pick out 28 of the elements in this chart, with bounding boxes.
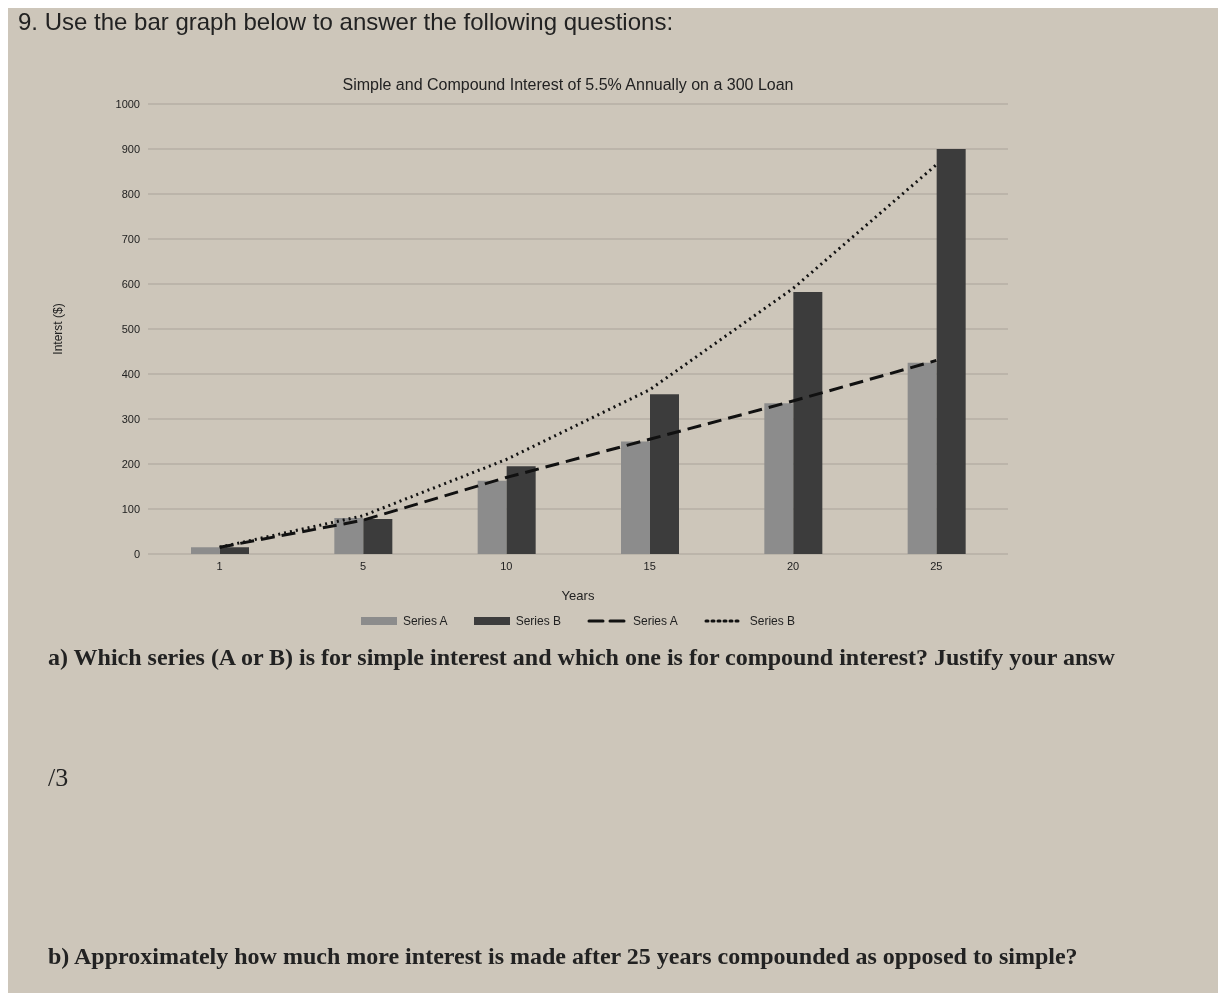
x-tick-label: 10 — [500, 559, 513, 572]
legend-label: Series A — [632, 614, 678, 628]
legend-label: Series A — [401, 614, 448, 628]
x-tick-label: 5 — [359, 559, 367, 572]
x-tick-label: 20 — [786, 559, 800, 572]
legend-label: Series B — [748, 614, 796, 628]
y-axis-title: Interst ($) — [51, 303, 66, 355]
y-tick-label: 800 — [121, 187, 140, 200]
legend-label: Series B — [514, 614, 561, 628]
text: 9. Use the bar graph below to answer the following questions: — [18, 8, 674, 36]
x-tick-label: 25 — [930, 559, 943, 572]
y-tick-label: 100 — [121, 502, 140, 515]
y-tick-label: 700 — [121, 232, 140, 245]
y-tick-label: 600 — [121, 277, 140, 290]
text: b) Approximately how much more interest is made after 25 years compounded as opposed to simple? — [48, 943, 1078, 970]
y-tick-label: 1000 — [115, 97, 140, 110]
text: /3 — [48, 763, 69, 793]
y-tick-label: 500 — [121, 322, 140, 335]
text: a) Which series (A or B) is for simple interest and which one is for compound interest? Justify your answ — [48, 644, 1115, 671]
y-tick-label: 200 — [121, 457, 140, 470]
y-tick-label: 900 — [121, 142, 140, 155]
x-tick-label: 1 — [216, 559, 223, 572]
x-axis-title: Years — [561, 588, 595, 603]
x-tick-label: 15 — [643, 559, 656, 572]
chart-title: Simple and Compound Interest of 5.5% Annually on a 300 Loan — [341, 76, 795, 94]
y-tick-label: 400 — [121, 367, 140, 380]
y-tick-label: 0 — [133, 547, 140, 560]
y-tick-label: 300 — [121, 412, 140, 425]
